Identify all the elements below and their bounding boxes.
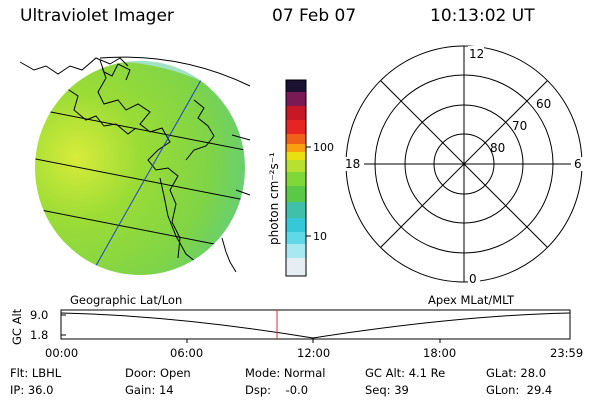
mlat-label-70: 70 bbox=[512, 119, 527, 133]
mlt-label-6: 6 bbox=[574, 157, 582, 171]
mlt-label-18: 18 bbox=[345, 157, 360, 171]
coastline bbox=[65, 87, 137, 135]
earth-disk bbox=[35, 61, 245, 275]
ip-value: IP: 36.0 bbox=[10, 383, 54, 397]
mlat-label-60: 60 bbox=[536, 97, 551, 111]
uv-image bbox=[19, 56, 251, 275]
time-tick: 23:59 bbox=[550, 346, 583, 360]
time-tick: 18:00 bbox=[423, 346, 456, 360]
polar-plot bbox=[345, 45, 583, 283]
seq-value: Seq: 39 bbox=[365, 383, 409, 397]
time-label: 10:13:02 UT bbox=[430, 6, 535, 26]
coastline bbox=[185, 99, 215, 161]
gain-value: Gain: 14 bbox=[125, 383, 174, 397]
mlt-label-0: 0 bbox=[469, 272, 477, 286]
door-value: Door: Open bbox=[125, 366, 191, 380]
mlt-label-12: 12 bbox=[469, 47, 484, 61]
glat-value: GLat: 28.0 bbox=[486, 366, 547, 380]
latitude-line bbox=[35, 204, 245, 251]
coastline bbox=[221, 237, 237, 273]
coastline bbox=[159, 177, 197, 263]
time-tick: 12:00 bbox=[297, 346, 330, 360]
app-title: Ultraviolet Imager bbox=[20, 6, 174, 26]
latitude-line bbox=[231, 134, 251, 141]
time-tick: 06:00 bbox=[170, 346, 203, 360]
date-label: 07 Feb 07 bbox=[272, 6, 357, 26]
mode-value: Mode: Normal bbox=[245, 366, 326, 380]
mlat-label-80: 80 bbox=[490, 141, 505, 155]
altitude-curve bbox=[60, 312, 571, 339]
coastline bbox=[19, 57, 129, 75]
latitude-line bbox=[35, 154, 245, 201]
colorbar: 100 10 photon cm⁻²s⁻¹ bbox=[267, 79, 334, 277]
altitude-timeline: Geographic Lat/Lon Apex MLat/MLT GC Alt … bbox=[10, 293, 583, 360]
gc-alt-value: GC Alt: 4.1 Re bbox=[365, 366, 446, 380]
altitude-tick: 9.0 bbox=[30, 308, 48, 322]
latitude-line bbox=[35, 104, 245, 151]
geographic-label: Geographic Lat/Lon bbox=[70, 293, 182, 307]
latitude-line bbox=[235, 189, 251, 196]
apex-label: Apex MLat/MLT bbox=[428, 293, 515, 307]
colorbar-unit-label: photon cm⁻²s⁻¹ bbox=[267, 152, 281, 245]
coastline bbox=[99, 59, 131, 81]
longitude-line bbox=[84, 61, 219, 275]
filter-value: Flt: LBHL bbox=[10, 366, 62, 380]
glon-value: GLon: 29.4 bbox=[486, 383, 553, 397]
altitude-tick: 1.8 bbox=[30, 328, 48, 342]
dsp-value: Dsp: -0.0 bbox=[245, 383, 309, 397]
colorbar-tick: 10 bbox=[313, 230, 327, 243]
time-tick: 00:00 bbox=[45, 346, 78, 360]
colorbar-tick: 100 bbox=[313, 141, 334, 154]
altitude-axis-title: GC Alt bbox=[10, 308, 24, 345]
grid-arc bbox=[99, 56, 251, 87]
